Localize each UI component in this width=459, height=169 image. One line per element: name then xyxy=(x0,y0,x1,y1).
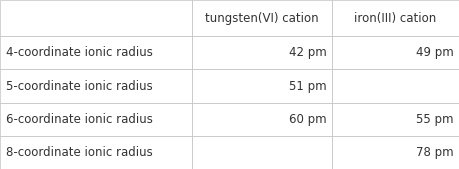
Bar xyxy=(0,103,192,136)
Bar xyxy=(0,136,192,169)
Text: 4-coordinate ionic radius: 4-coordinate ionic radius xyxy=(6,46,152,59)
Bar xyxy=(192,36,332,69)
Text: 8-coordinate ionic radius: 8-coordinate ionic radius xyxy=(6,146,152,159)
Text: 6-coordinate ionic radius: 6-coordinate ionic radius xyxy=(6,113,152,126)
Bar xyxy=(332,0,459,36)
Bar xyxy=(332,36,459,69)
Text: 42 pm: 42 pm xyxy=(289,46,326,59)
Bar xyxy=(0,36,192,69)
Bar xyxy=(0,69,192,103)
Bar xyxy=(192,103,332,136)
Bar xyxy=(0,0,192,36)
Text: 51 pm: 51 pm xyxy=(289,80,326,92)
Bar xyxy=(192,69,332,103)
Text: 78 pm: 78 pm xyxy=(416,146,453,159)
Bar xyxy=(192,136,332,169)
Bar xyxy=(332,136,459,169)
Bar xyxy=(332,103,459,136)
Text: 49 pm: 49 pm xyxy=(416,46,453,59)
Text: 55 pm: 55 pm xyxy=(416,113,453,126)
Text: tungsten(VI) cation: tungsten(VI) cation xyxy=(205,12,319,25)
Text: 5-coordinate ionic radius: 5-coordinate ionic radius xyxy=(6,80,152,92)
Text: iron(III) cation: iron(III) cation xyxy=(354,12,437,25)
Bar xyxy=(332,69,459,103)
Bar xyxy=(192,0,332,36)
Text: 60 pm: 60 pm xyxy=(289,113,326,126)
